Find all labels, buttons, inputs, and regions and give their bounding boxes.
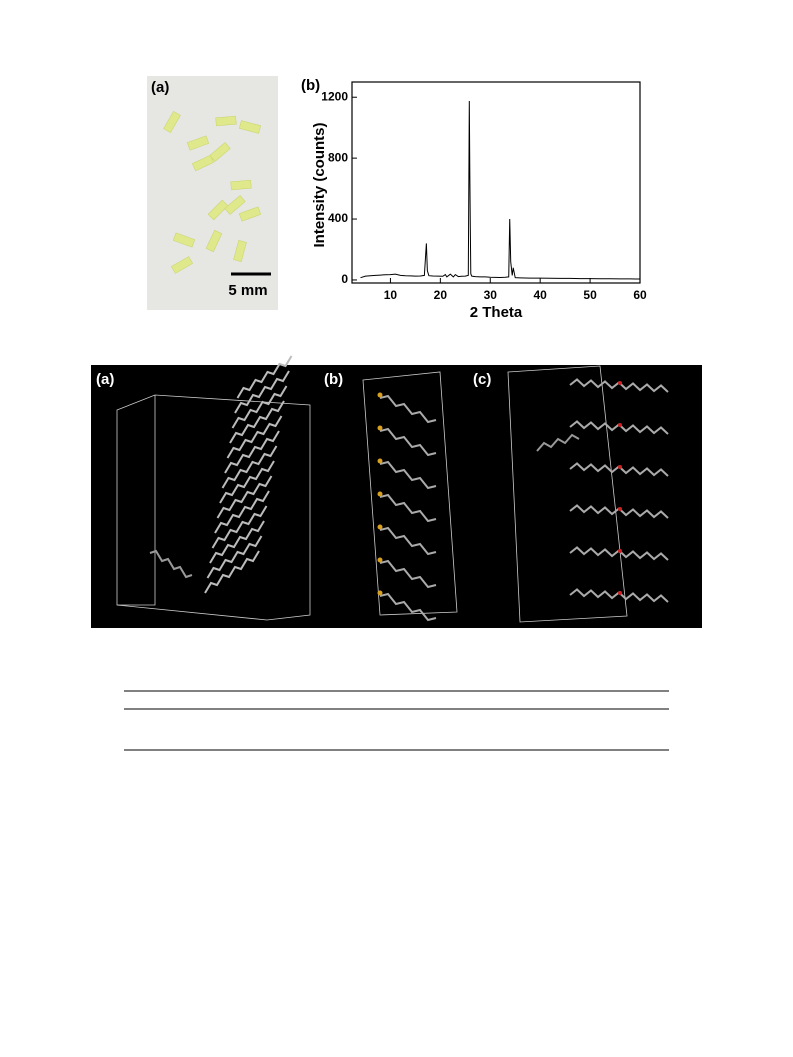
x-tick-label: 40 [533, 288, 547, 302]
crystal [172, 232, 196, 248]
molecule [379, 592, 437, 622]
atom [618, 381, 622, 385]
crystal [233, 239, 247, 263]
y-tick-label: 0 [341, 272, 348, 286]
atom [377, 590, 383, 596]
molecule [229, 400, 285, 444]
crystal [163, 110, 181, 134]
molecule [216, 475, 273, 519]
crystal [215, 115, 237, 127]
crystal [238, 120, 262, 134]
crystal [207, 199, 229, 221]
photo-label: (a) [151, 79, 169, 96]
molecule [379, 493, 437, 523]
atom [618, 591, 622, 595]
molecule [379, 394, 437, 424]
structures [116, 355, 669, 623]
chart-label: (b) [301, 77, 320, 94]
crystal [186, 135, 210, 151]
atom [618, 507, 622, 511]
molecule [234, 370, 290, 414]
molecule [379, 460, 437, 490]
crystals [163, 110, 262, 274]
molecule [226, 415, 283, 459]
atom [618, 423, 622, 427]
crystal [238, 206, 262, 222]
crystal [170, 256, 194, 274]
atom [377, 392, 383, 398]
molecule [224, 430, 280, 474]
crystal [224, 195, 246, 215]
atom [618, 465, 622, 469]
molecule [204, 550, 260, 594]
atom [618, 549, 622, 553]
unit-cell [362, 371, 458, 616]
molecule [211, 505, 268, 549]
panel-label: (a) [96, 371, 114, 388]
crystal [205, 229, 223, 253]
y-tick-label: 1200 [321, 89, 348, 103]
molecule [209, 520, 265, 564]
molecule [206, 535, 263, 579]
molecule [219, 460, 275, 504]
x-tick-label: 30 [484, 288, 498, 302]
x-tick-label: 10 [384, 288, 398, 302]
y-axis-label: Intensity (counts) [311, 122, 328, 247]
x-tick-label: 50 [583, 288, 597, 302]
plot-frame [351, 81, 641, 284]
molecule [379, 526, 437, 556]
molecule [379, 427, 437, 457]
scale-bar-label: 5 mm [228, 282, 267, 299]
molecule [236, 355, 293, 399]
x-axis-label: 2 Theta [470, 304, 523, 321]
molecule [536, 433, 580, 452]
molecule [221, 445, 278, 489]
atom [377, 557, 383, 563]
molecule [149, 549, 193, 579]
unit-cell [507, 365, 628, 623]
unit-cell [117, 395, 156, 606]
crystal [209, 142, 231, 162]
molecule [231, 385, 288, 429]
molecule [379, 559, 437, 589]
y-tick-label: 800 [328, 150, 348, 164]
panel-label: (c) [473, 371, 491, 388]
x-tick-label: 60 [633, 288, 647, 302]
atom [377, 524, 383, 530]
x-tick-label: 20 [434, 288, 448, 302]
crystal [230, 179, 252, 191]
crystal [191, 154, 215, 172]
molecule [214, 490, 270, 534]
data-line [360, 101, 641, 280]
y-tick-label: 400 [328, 211, 348, 225]
atom [377, 491, 383, 497]
crystal-photo [147, 76, 278, 310]
atom [377, 425, 383, 431]
panel-label: (b) [324, 371, 343, 388]
structure-image [91, 365, 702, 628]
atom [377, 458, 383, 464]
